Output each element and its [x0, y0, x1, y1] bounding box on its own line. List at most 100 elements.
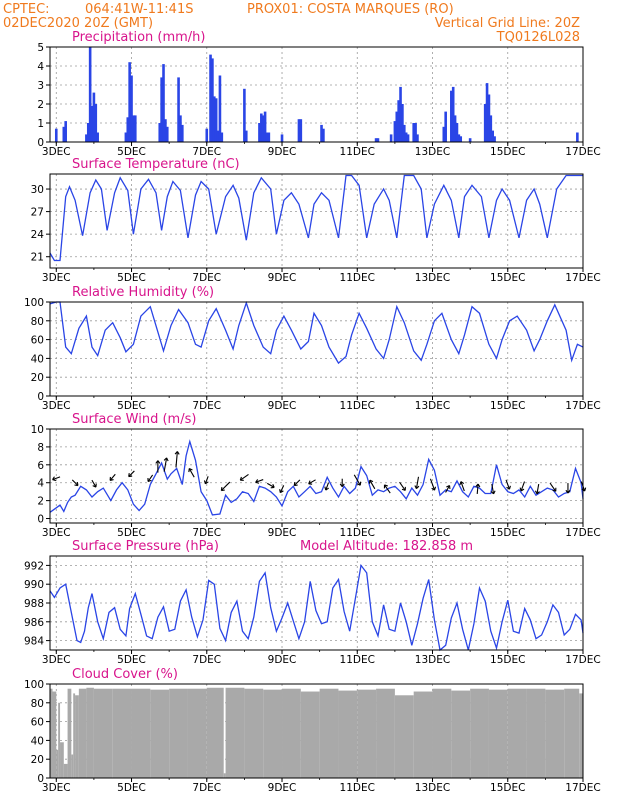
rh-ytick-label: 80 [31, 316, 44, 328]
temp-ytick-label: 21 [31, 252, 44, 264]
cloud-bar [579, 693, 583, 778]
wind-arrow [128, 470, 135, 478]
header-datetime: 02DEC2020 20Z (GMT) [3, 16, 153, 31]
wind-arrow-shaft [279, 485, 285, 493]
wind-arrow-shaft [255, 479, 264, 483]
wind-arrow-head [203, 480, 209, 485]
cloud-bar [187, 688, 207, 778]
wind-arrow-shaft [239, 474, 249, 481]
precip-bar [404, 132, 408, 142]
wind-arrow-head [308, 480, 313, 485]
wind-arrow-shaft [163, 457, 168, 472]
wind-arrow-shaft [325, 482, 330, 491]
wind-arrow-head [128, 473, 133, 478]
precip-bar [179, 115, 182, 142]
pressure-xtick-label: 15DEC [490, 654, 525, 666]
cloud-xtick-label: 7DEC [192, 782, 221, 794]
cloud-bar [545, 689, 565, 778]
wind-arrow-head [519, 487, 525, 492]
cloud-bar [526, 688, 546, 778]
wind-ytick-label: 6 [37, 460, 44, 472]
precip-bar [442, 126, 446, 142]
wind-arrow-shaft [204, 476, 209, 484]
wind-arrow-shaft [353, 474, 361, 486]
wind-arrow [505, 479, 511, 490]
wind-arrow-head [220, 486, 225, 492]
cloud-bar [78, 688, 87, 778]
wind-arrow-shaft [147, 474, 154, 482]
wind-arrow-head [565, 489, 571, 494]
cloud-ytick-label: 40 [31, 735, 44, 747]
cloud-bar [67, 688, 72, 778]
cloud-bar [223, 773, 226, 778]
precip-xtick-label: 5DEC [117, 146, 146, 158]
precip-bar [205, 128, 209, 142]
wind-arrow-head [368, 479, 374, 484]
wind-arrow [475, 483, 481, 495]
cloud-bar [52, 691, 57, 778]
cloud-bar [50, 688, 53, 778]
wind-arrow-head [552, 487, 557, 492]
precip-bar [322, 128, 325, 142]
cloud-bar [150, 689, 170, 778]
temp-xtick-label: 15DEC [490, 272, 525, 284]
rh-title: Relative Humidity (%) [72, 285, 214, 300]
rh-xtick-label: 15DEC [490, 400, 525, 412]
wind-xtick-label: 5DEC [117, 527, 146, 539]
wind-title: Surface Wind (m/s) [72, 412, 196, 427]
precip-ytick-label: 2 [37, 99, 44, 111]
wind-arrow [255, 479, 264, 484]
wind-arrow [339, 478, 345, 488]
precip-bar [493, 136, 496, 142]
wind-arrow-head [459, 481, 465, 486]
precip-bar [459, 136, 463, 142]
wind-xtick-label: 13DEC [415, 527, 450, 539]
cloud-bar [206, 687, 224, 778]
precip-bar [320, 124, 323, 142]
wind-arrow [324, 482, 330, 491]
precip-bar [483, 104, 487, 142]
pressure-ytick-label: 986 [24, 617, 44, 629]
wind-arrow-head [534, 490, 540, 495]
precip-bar [88, 47, 92, 142]
wind-arrow-shaft [109, 473, 116, 481]
precip-bar [54, 128, 58, 142]
cloud-bar [376, 688, 395, 778]
wind-arrow-head [431, 486, 437, 491]
rh-ytick-label: 60 [31, 335, 44, 347]
precip-bar [133, 115, 137, 142]
wind-arrow-shaft [415, 476, 420, 489]
wind-arrow [308, 479, 316, 485]
cloud-ytick-label: 0 [37, 773, 44, 785]
precip-bar [280, 134, 284, 142]
cloud-bar [470, 688, 489, 778]
wind-arrow [565, 483, 571, 494]
precip-bar [576, 132, 579, 142]
wind-arrow-head [52, 476, 57, 482]
cloud-xtick-label: 5DEC [117, 782, 146, 794]
wind-arrow-head [401, 486, 406, 491]
precip-bar [393, 121, 397, 142]
pressure-xtick-label: 9DEC [268, 654, 297, 666]
wind-arrow-head [324, 486, 330, 491]
precip-bar [489, 115, 493, 142]
wind-ytick-label: 2 [37, 496, 44, 508]
wind-xtick-label: 11DEC [340, 527, 375, 539]
precip-bar [216, 130, 220, 142]
precip-xtick-label: 7DEC [192, 146, 221, 158]
wind-arrow-head [155, 460, 161, 464]
precip-bar [297, 119, 301, 142]
cloud-bar [432, 688, 452, 778]
precip-bar [416, 134, 419, 142]
cloud-bar [86, 687, 94, 778]
wind-arrow-head [293, 481, 298, 487]
precip-bar [214, 98, 218, 142]
cloud-bar [75, 695, 79, 778]
wind-arrow-head [475, 483, 481, 488]
rh-xtick-label: 11DEC [340, 400, 375, 412]
rh-xtick-label: 3DEC [42, 400, 71, 412]
precip-bar [395, 111, 399, 142]
temp-ytick-label: 27 [31, 207, 44, 219]
cloud-bar [300, 691, 320, 778]
wind-xtick-label: 15DEC [490, 527, 525, 539]
